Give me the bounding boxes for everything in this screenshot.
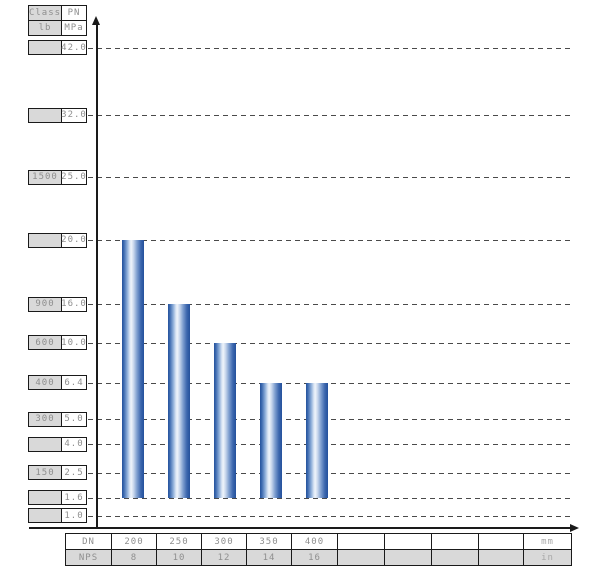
- class-label-150: 150: [28, 465, 62, 480]
- gridline-pn-2.5: [88, 472, 570, 474]
- pn-label-1.6: 1.6: [61, 490, 87, 505]
- class-label-blank-11: [28, 508, 62, 523]
- cell-dn-400: 400: [291, 533, 338, 550]
- class-label-blank-10: [28, 490, 62, 505]
- x-axis-arrow-icon: [570, 523, 579, 532]
- cell-empty: [478, 549, 524, 566]
- gridline-pn-4.0: [88, 444, 570, 445]
- pn-label-20.0: 20.0: [61, 232, 87, 248]
- cell-dn-300: 300: [201, 533, 247, 550]
- pn-label-32.0: 32.0: [61, 107, 87, 123]
- class-unit-header: lb: [28, 20, 62, 36]
- class-label-600: 600: [28, 335, 62, 350]
- gridline-pn-10.0: [88, 342, 570, 344]
- class-label-blank-3: [28, 232, 62, 248]
- class-label-900: 900: [28, 296, 62, 312]
- cell-empty: [431, 533, 479, 550]
- cell-empty: [431, 549, 479, 566]
- pn-label-4.0: 4.0: [61, 436, 87, 452]
- pn-label-42.0: 42.0: [61, 40, 87, 55]
- class-label-blank-1: [28, 107, 62, 123]
- unit-cell-in: in: [523, 549, 572, 566]
- cell-nps-14: 14: [246, 549, 292, 566]
- gridline-pn-20.0: [88, 240, 570, 241]
- class-label-blank-0: [28, 40, 62, 55]
- gridline-pn-6.4: [88, 382, 570, 384]
- pn-label-6.4: 6.4: [61, 375, 87, 390]
- pn-column-header: PN: [61, 5, 87, 21]
- class-label-1500: 1500: [28, 169, 62, 185]
- cell-nps-12: 12: [201, 549, 247, 566]
- pn-label-1.0: 1.0: [61, 508, 87, 523]
- pn-label-16.0: 16.0: [61, 296, 87, 312]
- pn-label-25.0: 25.0: [61, 169, 87, 185]
- table-row-nps: NPS 8 10 12 14 16 in: [65, 549, 572, 566]
- bar-dn-250: [168, 304, 190, 498]
- dn-nps-table: DN 200 250 300 350 400 mm NPS 8 10 12 14 16 in: [65, 533, 572, 566]
- unit-cell-mm: mm: [523, 533, 572, 550]
- gridline-pn-42.0: [88, 47, 570, 49]
- cell-nps-16: 16: [291, 549, 338, 566]
- gridline-pn-5.0: [88, 419, 570, 420]
- cell-empty: [478, 533, 524, 550]
- gridline-pn-1.6: [88, 497, 570, 499]
- pn-label-2.5: 2.5: [61, 465, 87, 480]
- bar-dn-300: [214, 342, 236, 498]
- cell-nps-8: 8: [111, 549, 157, 566]
- cell-empty: [384, 549, 432, 566]
- class-column-header: Class: [28, 5, 62, 21]
- cell-empty: [384, 533, 432, 550]
- cell-dn-200: 200: [111, 533, 157, 550]
- gridline-pn-32.0: [88, 115, 570, 116]
- y-axis-arrow-icon: [92, 16, 100, 25]
- gridline-pn-16.0: [88, 304, 570, 305]
- x-axis-line: [29, 527, 572, 529]
- cell-dn-350: 350: [246, 533, 292, 550]
- class-label-300: 300: [28, 411, 62, 427]
- cell-empty: [337, 549, 385, 566]
- cell-nps-10: 10: [156, 549, 202, 566]
- class-label-blank-8: [28, 436, 62, 452]
- row-header-dn: DN: [65, 533, 112, 550]
- table-row-dn: DN 200 250 300 350 400 mm: [65, 533, 572, 550]
- cell-dn-250: 250: [156, 533, 202, 550]
- row-header-nps: NPS: [65, 549, 112, 566]
- bar-dn-350: [260, 382, 282, 498]
- y-axis-line: [96, 24, 98, 528]
- pn-unit-header: MPa: [61, 20, 87, 36]
- bar-dn-400: [306, 382, 328, 498]
- cell-empty: [337, 533, 385, 550]
- pn-label-5.0: 5.0: [61, 411, 87, 427]
- class-label-400: 400: [28, 375, 62, 390]
- gridline-pn-1.0: [88, 515, 570, 517]
- bar-dn-200: [122, 240, 144, 498]
- pn-label-10.0: 10.0: [61, 335, 87, 350]
- gridline-pn-25.0: [88, 177, 570, 178]
